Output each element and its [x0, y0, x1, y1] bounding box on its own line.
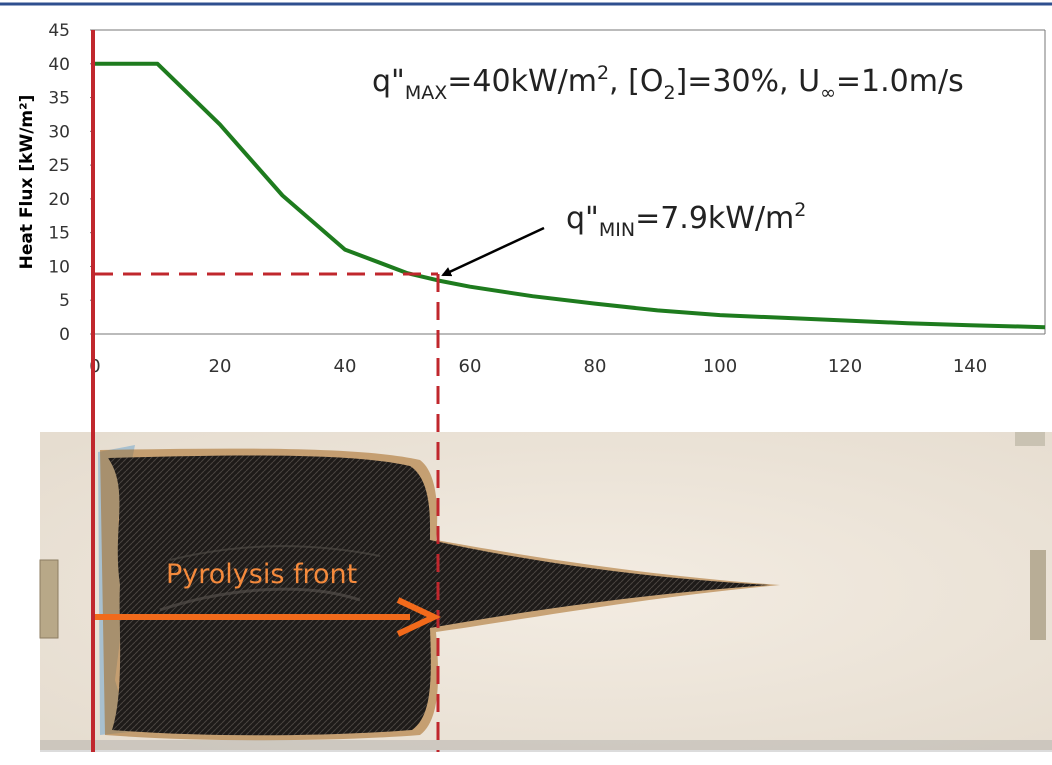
left-clip	[39, 559, 59, 639]
y-tick-label: 0	[59, 325, 70, 345]
x-tick-label: 40	[334, 356, 357, 377]
qmin-annotation: q"MIN=7.9kW/m2	[566, 199, 806, 241]
heat-flux-series-line	[95, 61, 1046, 330]
y-tick-label: 25	[48, 156, 70, 176]
x-tick-labels: 020406080100120140	[89, 356, 987, 377]
sample-photo	[39, 432, 1052, 752]
char-tear	[159, 587, 361, 612]
y-tick-label: 20	[48, 190, 70, 210]
y-tick-label: 35	[48, 89, 70, 109]
heat-flux-chart: 0 5 10 15 20 25 30 35 40 45 0 20 40 60 80 100 120 140 He…	[17, 21, 1046, 377]
y-tick-label: 5	[59, 291, 70, 311]
pyrolysis-front-arrow	[95, 597, 442, 637]
y-tick-labels: 0 5 10 15 20 25 30 35 40 45	[48, 21, 95, 345]
right-clip	[1030, 550, 1046, 640]
photo-bottom-shadow	[40, 740, 1052, 752]
y-axis-label: Heat Flux [kW/m²]	[17, 95, 37, 270]
x-tick-label: 120	[828, 356, 862, 377]
y-tick-label: 45	[48, 21, 70, 41]
x-tick-label: 80	[584, 356, 607, 377]
qmin-pointer-arrow	[441, 226, 545, 277]
top-right-clip	[1015, 432, 1045, 446]
y-tick-label: 15	[48, 224, 70, 244]
x-tick-label: 140	[953, 356, 987, 377]
char-tear-2	[169, 545, 381, 561]
x-tick-label: 60	[459, 356, 482, 377]
y-tick-label: 40	[48, 55, 70, 75]
x-tick-label: 100	[703, 356, 737, 377]
y-tick-label: 10	[48, 257, 70, 277]
x-tick-label: 20	[209, 356, 232, 377]
pyrolysis-front-label: Pyrolysis front	[166, 559, 357, 590]
series-layer	[95, 61, 1046, 330]
y-tick-label: 30	[48, 122, 70, 142]
qmax-annotation: q"MAX=40kW/m2, [O2]=30%, U∞=1.0m/s	[372, 62, 964, 104]
